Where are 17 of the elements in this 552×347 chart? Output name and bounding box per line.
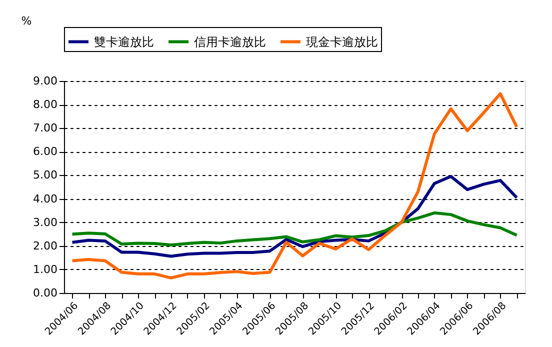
legend-label: 信用卡逾放比	[194, 34, 266, 49]
y-tick-label: 7.00	[33, 122, 58, 135]
y-tick-label: 3.00	[33, 216, 58, 229]
line-series	[70, 92, 518, 280]
y-tick-label: 4.00	[33, 192, 58, 206]
y-tick-label: 0.00	[33, 286, 58, 300]
y-tick-label: 5.00	[33, 168, 58, 182]
line-series	[70, 211, 518, 246]
line-series	[70, 174, 518, 258]
y-axis-title: %	[21, 14, 32, 28]
y-tick-label: 9.00	[33, 74, 58, 88]
legend-label: 雙卡逾放比	[94, 34, 154, 49]
y-tick-label: 6.00	[33, 145, 58, 158]
y-tick-label: 2.00	[33, 239, 58, 252]
y-tick-label: 1.00	[33, 262, 58, 276]
y-tick-label: 8.00	[33, 98, 58, 112]
legend-label: 現金卡逾放比	[306, 34, 378, 49]
